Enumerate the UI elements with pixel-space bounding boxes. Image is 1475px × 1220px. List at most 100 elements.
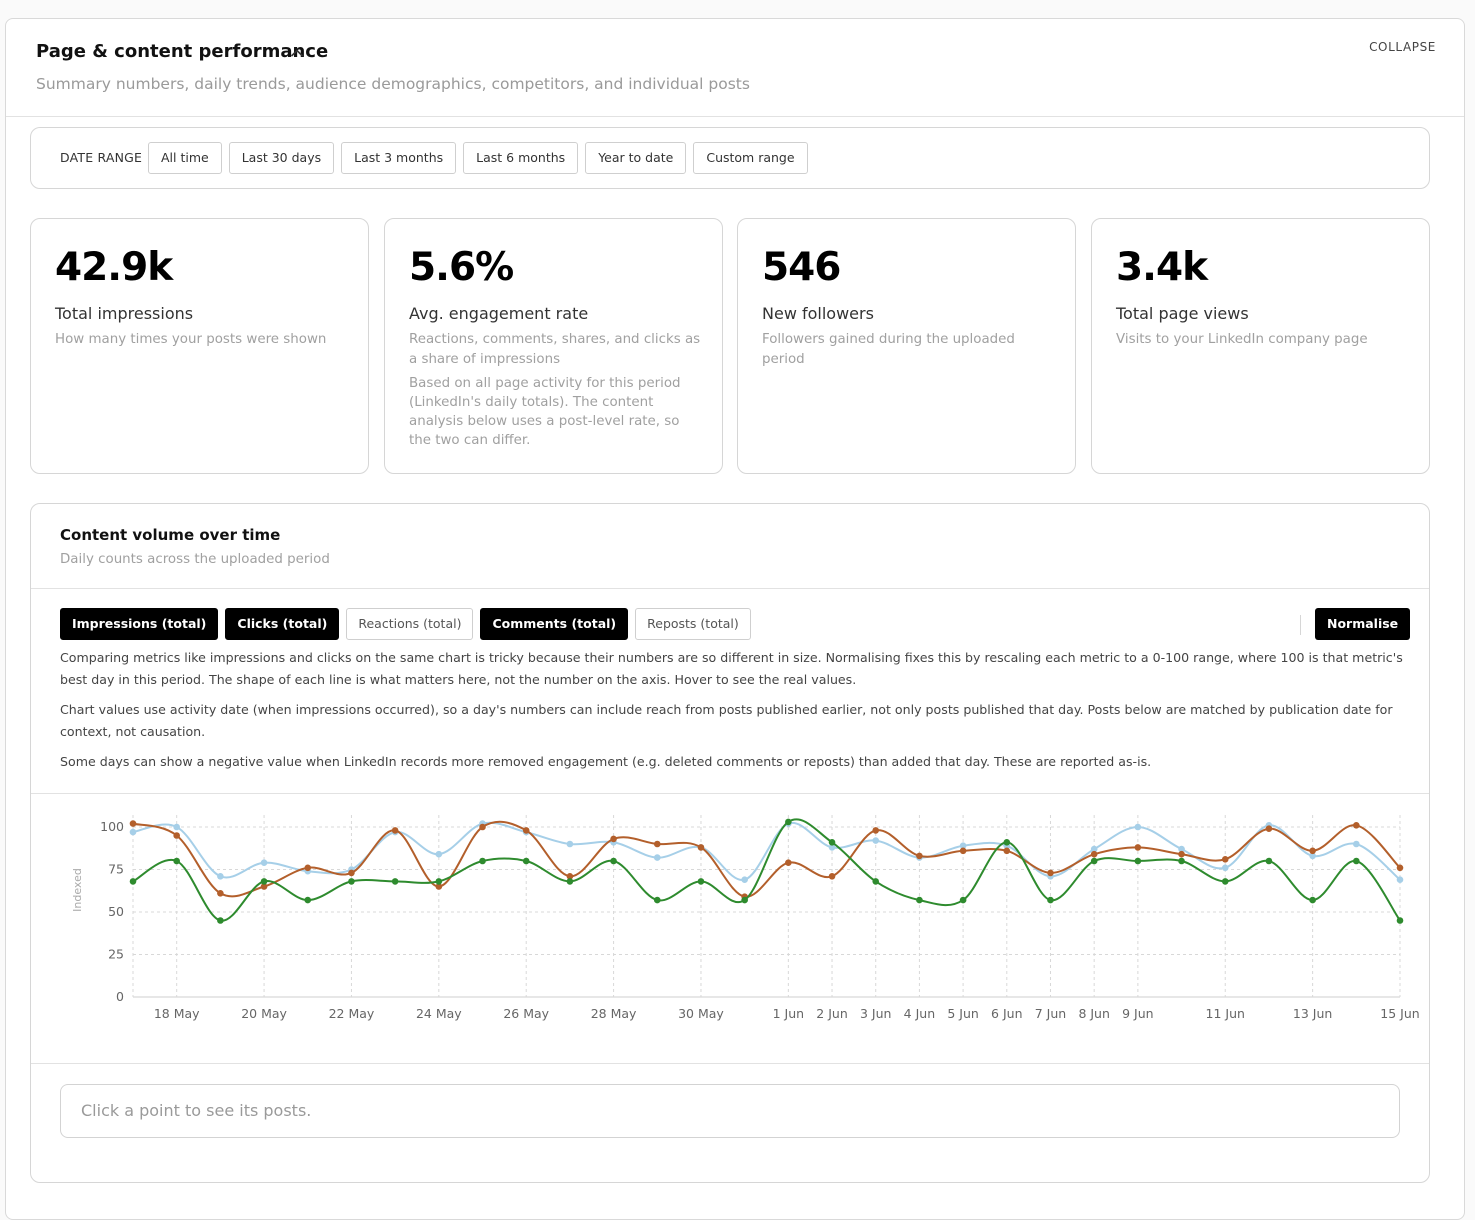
kpi-label: Avg. engagement rate xyxy=(409,304,589,323)
series-point-2 xyxy=(1309,896,1316,904)
date-range-year-to-date-button[interactable]: Year to date xyxy=(585,142,687,174)
series-point-2 xyxy=(260,878,268,885)
date-range-last-6-months-button[interactable]: Last 6 months xyxy=(463,142,579,174)
content-volume-chart[interactable]: 0 25 50 75 100 18 May 20 May 22 May 24 May 26 May… xyxy=(31,794,1429,1062)
normalise-toggle[interactable]: Normalise xyxy=(1315,608,1411,640)
series-point-0 xyxy=(1396,876,1404,883)
series-point-1 xyxy=(1353,822,1360,829)
x-tick-label: 30 May xyxy=(678,1006,724,1021)
y-tick-label: 100 xyxy=(100,819,124,834)
metric-reposts-toggle[interactable]: Reposts (total) xyxy=(635,608,751,640)
date-range-last-30-days-button[interactable]: Last 30 days xyxy=(228,142,335,174)
series-point-2 xyxy=(610,857,617,865)
series-point-0 xyxy=(217,873,224,880)
series-point-0 xyxy=(1353,840,1360,848)
chart-card-subtitle: Daily counts across the uploaded period xyxy=(60,552,330,567)
series-point-2 xyxy=(391,878,399,885)
chevron-up-icon[interactable] xyxy=(290,48,304,58)
divider xyxy=(31,793,1429,794)
x-tick-label: 28 May xyxy=(591,1006,637,1021)
kpi-card-impressions: 42.9k Total impressions How many times y… xyxy=(30,218,369,474)
series-point-1 xyxy=(435,883,443,890)
series-point-0 xyxy=(1221,864,1229,872)
series-point-2 xyxy=(522,857,530,865)
series-point-2 xyxy=(1396,917,1404,924)
series-point-1 xyxy=(348,869,355,877)
series-point-1 xyxy=(129,820,137,827)
y-tick-label: 50 xyxy=(108,904,124,919)
kpi-label: New followers xyxy=(762,304,874,323)
chart-card-title: Content volume over time xyxy=(60,526,281,544)
collapse-button[interactable]: COLLAPSE xyxy=(1369,40,1436,54)
series-point-1 xyxy=(479,823,486,831)
date-range-all-time-button[interactable]: All time xyxy=(148,142,222,174)
kpi-label: Total impressions xyxy=(55,304,194,323)
kpi-card-engagement-rate: 5.6% Avg. engagement rate Reactions, com… xyxy=(384,218,723,474)
kpi-value: 5.6% xyxy=(409,245,514,290)
x-tick-label: 5 Jun xyxy=(947,1006,978,1021)
series-point-2 xyxy=(828,839,836,846)
normalise-note: Comparing metrics like impressions and c… xyxy=(60,650,1403,687)
series-point-0 xyxy=(1134,823,1142,831)
metric-comments-toggle[interactable]: Comments (total) xyxy=(480,608,629,640)
series-point-1 xyxy=(1178,850,1185,858)
kpi-card-new-followers: 546 New followers Followers gained durin… xyxy=(737,218,1076,474)
x-tick-label: 7 Jun xyxy=(1035,1006,1066,1021)
series-point-1 xyxy=(1047,869,1054,877)
series-point-1 xyxy=(1265,825,1273,832)
series-point-1 xyxy=(1309,847,1316,855)
date-range-last-3-months-button[interactable]: Last 3 months xyxy=(341,142,457,174)
kpi-label: Total page views xyxy=(1116,304,1249,323)
series-point-1 xyxy=(959,847,967,855)
series-point-2 xyxy=(1353,857,1360,865)
series-point-1 xyxy=(653,840,661,848)
panel-title: Page & content performance xyxy=(36,41,329,62)
series-point-2 xyxy=(304,896,312,904)
series-point-1 xyxy=(1090,850,1098,858)
series-point-2 xyxy=(129,878,137,885)
series-point-2 xyxy=(1221,878,1229,885)
series-point-1 xyxy=(1003,847,1011,855)
x-tick-label: 24 May xyxy=(416,1006,462,1021)
series-point-0 xyxy=(260,859,268,866)
kpi-description: Visits to your LinkedIn company page xyxy=(1116,332,1368,347)
series-point-0 xyxy=(959,842,967,849)
metric-impressions-toggle[interactable]: Impressions (total) xyxy=(60,608,219,640)
y-tick-label: 75 xyxy=(108,862,124,877)
y-tick-label: 25 xyxy=(108,947,124,962)
kpi-value: 3.4k xyxy=(1116,245,1208,290)
series-point-0 xyxy=(1178,845,1185,853)
content-volume-card: Content volume over time Daily counts ac… xyxy=(30,503,1430,1183)
x-tick-label: 4 Jun xyxy=(904,1006,935,1021)
x-tick-label: 26 May xyxy=(503,1006,549,1021)
series-point-0 xyxy=(129,828,137,836)
x-tick-label: 2 Jun xyxy=(816,1006,847,1021)
activity-date-note: Chart values use activity date (when imp… xyxy=(60,702,1393,739)
x-tick-label: 13 Jun xyxy=(1293,1006,1332,1021)
x-tick-label: 18 May xyxy=(154,1006,200,1021)
series-point-2 xyxy=(479,857,486,865)
series-point-1 xyxy=(872,827,880,834)
x-tick-label: 11 Jun xyxy=(1206,1006,1245,1021)
series-point-1 xyxy=(260,883,268,890)
series-point-2 xyxy=(916,896,923,904)
series-point-1 xyxy=(697,844,705,851)
chart-notes: Comparing metrics like impressions and c… xyxy=(60,647,1405,782)
series-point-0 xyxy=(566,840,574,848)
x-tick-label: 15 Jun xyxy=(1380,1006,1419,1021)
date-range-custom-range-button[interactable]: Custom range xyxy=(693,142,808,174)
kpi-value: 42.9k xyxy=(55,245,173,290)
series-point-1 xyxy=(785,859,792,866)
metric-clicks-toggle[interactable]: Clicks (total) xyxy=(225,608,340,640)
series-point-1 xyxy=(522,827,530,834)
series-point-1 xyxy=(566,873,574,880)
selected-point-posts[interactable]: Click a point to see its posts. xyxy=(60,1084,1400,1138)
metric-reactions-toggle[interactable]: Reactions (total) xyxy=(346,608,474,640)
kpi-card-page-views: 3.4k Total page views Visits to your Lin… xyxy=(1091,218,1430,474)
kpi-description: Followers gained during the uploaded per… xyxy=(762,332,1015,367)
series-point-0 xyxy=(653,854,661,861)
panel-subtitle: Summary numbers, daily trends, audience … xyxy=(36,75,750,93)
series-point-2 xyxy=(959,896,967,904)
metric-toggle-group: Impressions (total) Clicks (total) React… xyxy=(60,608,751,640)
date-range-options: All time Last 30 days Last 3 months Last… xyxy=(148,142,808,174)
